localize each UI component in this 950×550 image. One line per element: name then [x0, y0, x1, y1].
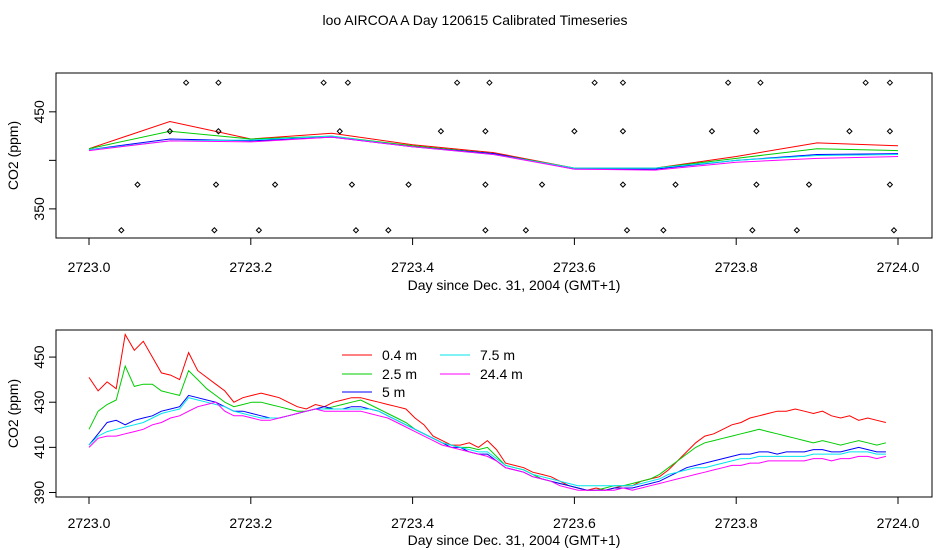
flag-point — [793, 227, 801, 234]
flag-point — [724, 79, 732, 86]
flag-point — [623, 227, 631, 234]
flag-point — [212, 181, 220, 188]
flag-point — [890, 227, 898, 234]
flag-point — [215, 128, 222, 135]
flag-point — [255, 227, 263, 234]
flag-point — [182, 79, 190, 86]
flag-point — [591, 79, 598, 86]
flag-point — [660, 227, 667, 234]
flag-point — [486, 79, 493, 86]
x-tick-label: 2723.0 — [68, 515, 111, 531]
flag-point — [336, 128, 343, 135]
flag-point — [271, 181, 279, 188]
flag-point — [805, 181, 813, 188]
y-tick-label: 450 — [31, 345, 47, 369]
flag-point — [672, 181, 679, 188]
y-tick-label: 350 — [31, 197, 47, 221]
series-line-25m — [88, 364, 887, 491]
x-tick-label: 2723.0 — [68, 259, 111, 275]
flag-point — [482, 128, 489, 135]
flag-point — [166, 128, 174, 135]
x-tick-label: 2723.4 — [391, 259, 434, 275]
flag-point — [211, 227, 218, 234]
flag-point — [134, 181, 141, 188]
x-tick-label: 2723.8 — [715, 515, 758, 531]
flag-point — [538, 181, 546, 188]
y-tick-label: 450 — [31, 100, 47, 124]
x-tick-label: 2723.6 — [553, 515, 596, 531]
flag-point — [886, 79, 894, 86]
flag-point — [215, 79, 222, 86]
legend-label: 24.4 m — [480, 366, 523, 382]
flag-point — [482, 227, 489, 234]
flag-point — [708, 128, 716, 135]
flag-point — [437, 128, 445, 135]
flag-point — [619, 79, 627, 86]
flag-point — [619, 181, 627, 188]
x-tick-label: 2723.8 — [715, 259, 758, 275]
legend-label: 7.5 m — [480, 347, 515, 363]
series-line-75m — [88, 397, 886, 487]
series-line-04m — [88, 120, 899, 169]
series-line-244m — [88, 136, 899, 171]
x-tick-label: 2723.2 — [229, 515, 272, 531]
x-tick-label: 2723.2 — [229, 259, 272, 275]
x-tick-label: 2724.0 — [877, 515, 920, 531]
x-axis-label: Day since Dec. 31, 2004 (GMT+1) — [408, 532, 621, 548]
legend-label: 0.4 m — [382, 347, 417, 363]
flag-point — [352, 227, 360, 234]
flag-point — [862, 79, 869, 86]
y-tick-label: 410 — [31, 435, 47, 459]
series-line-5m — [88, 394, 886, 491]
flag-point — [749, 227, 756, 234]
flag-point — [886, 181, 894, 188]
flag-point — [571, 128, 578, 135]
x-tick-label: 2724.0 — [877, 259, 920, 275]
flag-point — [886, 128, 894, 135]
series-line-244m — [88, 401, 887, 491]
flag-point — [344, 79, 352, 86]
plot-frame-1 — [55, 72, 933, 239]
flag-point — [482, 181, 489, 188]
x-tick-label: 2723.4 — [391, 515, 434, 531]
y-tick-label: 430 — [31, 390, 47, 414]
flag-point — [118, 227, 125, 234]
x-axis-label: Day since Dec. 31, 2004 (GMT+1) — [408, 277, 621, 293]
flag-point — [757, 79, 764, 86]
y-axis-label: CO2 (ppm) — [5, 121, 21, 190]
legend-label: 5 m — [382, 384, 405, 400]
flag-point — [753, 128, 760, 135]
flag-point — [753, 181, 760, 188]
flag-point — [846, 128, 853, 135]
flag-point — [619, 128, 627, 135]
flag-point — [453, 79, 461, 86]
plot-frame-2 — [55, 329, 933, 498]
flag-point — [348, 181, 356, 188]
series-line-04m — [88, 333, 887, 491]
flag-point — [405, 181, 412, 188]
flag-point — [385, 227, 392, 234]
flag-point — [320, 79, 327, 86]
x-tick-label: 2723.6 — [553, 259, 596, 275]
y-axis-label: CO2 (ppm) — [5, 379, 21, 448]
chart-title: loo AIRCOA A Day 120615 Calibrated Times… — [322, 12, 628, 28]
legend-label: 2.5 m — [382, 366, 417, 382]
flag-point — [522, 227, 530, 234]
y-tick-label: 390 — [31, 481, 47, 505]
